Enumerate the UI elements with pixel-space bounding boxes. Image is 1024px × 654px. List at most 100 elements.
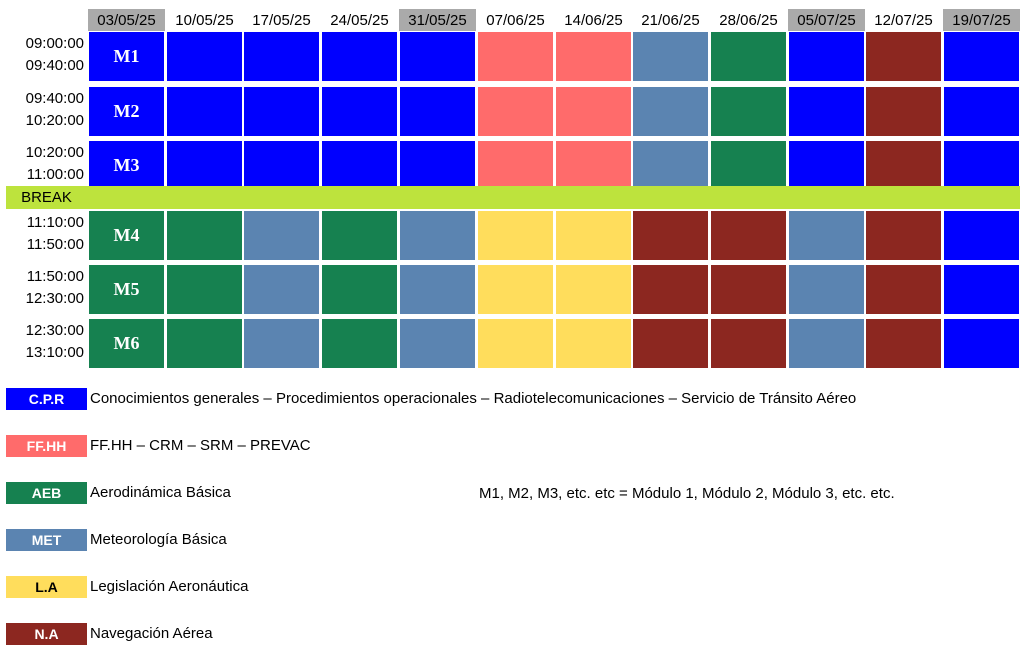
schedule-cell: [166, 31, 243, 82]
end-time: 11:50:00: [26, 236, 84, 253]
date-header: 05/07/25: [788, 9, 865, 32]
schedule-cell: [632, 210, 709, 261]
schedule-cell: [943, 210, 1020, 261]
legend-chip: AEB: [6, 482, 87, 504]
schedule-cell: [166, 264, 243, 315]
break-label: BREAK: [21, 189, 72, 206]
module-cell: M2: [88, 86, 165, 137]
schedule-cell: [788, 31, 865, 82]
schedule-cell: [399, 31, 476, 82]
schedule-cell: [477, 264, 554, 315]
schedule-cell: [555, 140, 632, 191]
date-header: 12/07/25: [874, 12, 933, 29]
schedule-cell: [710, 140, 787, 191]
schedule-cell: [399, 86, 476, 137]
start-time: 09:40:00: [25, 90, 84, 107]
legend-chip: L.A: [6, 576, 87, 598]
date-header: 10/05/25: [175, 12, 234, 29]
schedule-cell: [243, 210, 320, 261]
end-time: 12:30:00: [25, 290, 84, 307]
legend-chip: N.A: [6, 623, 87, 645]
schedule-cell: [788, 86, 865, 137]
break-bar: [6, 186, 1020, 209]
schedule-cell: [555, 210, 632, 261]
schedule-cell: [555, 86, 632, 137]
date-header: 03/05/25: [88, 9, 165, 32]
module-cell: M1: [88, 31, 165, 82]
schedule-cell: [477, 31, 554, 82]
schedule-cell: [399, 210, 476, 261]
legend-chip: C.P.R: [6, 388, 87, 410]
schedule-cell: [243, 318, 320, 369]
schedule-cell: [943, 318, 1020, 369]
schedule-cell: [710, 31, 787, 82]
schedule-cell: [865, 210, 942, 261]
schedule-cell: [788, 318, 865, 369]
module-cell: M4: [88, 210, 165, 261]
schedule-cell: [321, 31, 398, 82]
start-time: 09:00:00: [25, 35, 84, 52]
schedule-cell: [243, 264, 320, 315]
schedule-cell: [943, 264, 1020, 315]
schedule-cell: [321, 318, 398, 369]
schedule-cell: [477, 140, 554, 191]
start-time: 10:20:00: [25, 144, 84, 161]
date-header: 24/05/25: [330, 12, 389, 29]
end-time: 13:10:00: [25, 344, 84, 361]
schedule-cell: [555, 264, 632, 315]
schedule-cell: [399, 264, 476, 315]
schedule-cell: [555, 31, 632, 82]
schedule-cell: [710, 318, 787, 369]
schedule-cell: [632, 86, 709, 137]
start-time: 12:30:00: [25, 322, 84, 339]
legend-description: Aerodinámica Básica: [90, 484, 231, 501]
schedule-cell: [243, 86, 320, 137]
legend-description: FF.HH – CRM – SRM – PREVAC: [90, 437, 311, 454]
end-time: 10:20:00: [25, 112, 84, 129]
legend-description: Navegación Aérea: [90, 625, 213, 642]
schedule-cell: [865, 318, 942, 369]
schedule-cell: [321, 140, 398, 191]
schedule-cell: [166, 210, 243, 261]
end-time: 11:00:00: [26, 166, 84, 183]
date-header: 28/06/25: [719, 12, 778, 29]
schedule-cell: [788, 210, 865, 261]
schedule-cell: [865, 264, 942, 315]
schedule-cell: [399, 140, 476, 191]
module-cell: M3: [88, 140, 165, 191]
schedule-cell: [166, 86, 243, 137]
schedule-cell: [477, 86, 554, 137]
schedule-cell: [865, 140, 942, 191]
date-header: 19/07/25: [943, 9, 1020, 32]
schedule-cell: [943, 31, 1020, 82]
date-header: 07/06/25: [486, 12, 545, 29]
start-time: 11:50:00: [26, 268, 84, 285]
module-note: M1, M2, M3, etc. etc = Módulo 1, Módulo …: [479, 485, 895, 502]
schedule-cell: [321, 210, 398, 261]
module-cell: M5: [88, 264, 165, 315]
schedule-cell: [399, 318, 476, 369]
schedule-cell: [632, 140, 709, 191]
legend-chip: MET: [6, 529, 87, 551]
schedule-cell: [632, 31, 709, 82]
schedule-cell: [943, 86, 1020, 137]
schedule-cell: [555, 318, 632, 369]
schedule-cell: [865, 86, 942, 137]
schedule-cell: [710, 86, 787, 137]
end-time: 09:40:00: [25, 57, 84, 74]
legend-description: Conocimientos generales – Procedimientos…: [90, 390, 857, 407]
schedule-cell: [477, 210, 554, 261]
schedule-cell: [321, 86, 398, 137]
date-header: 14/06/25: [564, 12, 623, 29]
schedule-cell: [166, 318, 243, 369]
schedule-cell: [321, 264, 398, 315]
legend-chip: FF.HH: [6, 435, 87, 457]
schedule-cell: [865, 31, 942, 82]
schedule-cell: [788, 264, 865, 315]
start-time: 11:10:00: [26, 214, 84, 231]
schedule-cell: [166, 140, 243, 191]
date-header: 21/06/25: [641, 12, 700, 29]
legend-description: Legislación Aeronáutica: [90, 578, 249, 595]
schedule-cell: [710, 210, 787, 261]
schedule-cell: [243, 140, 320, 191]
